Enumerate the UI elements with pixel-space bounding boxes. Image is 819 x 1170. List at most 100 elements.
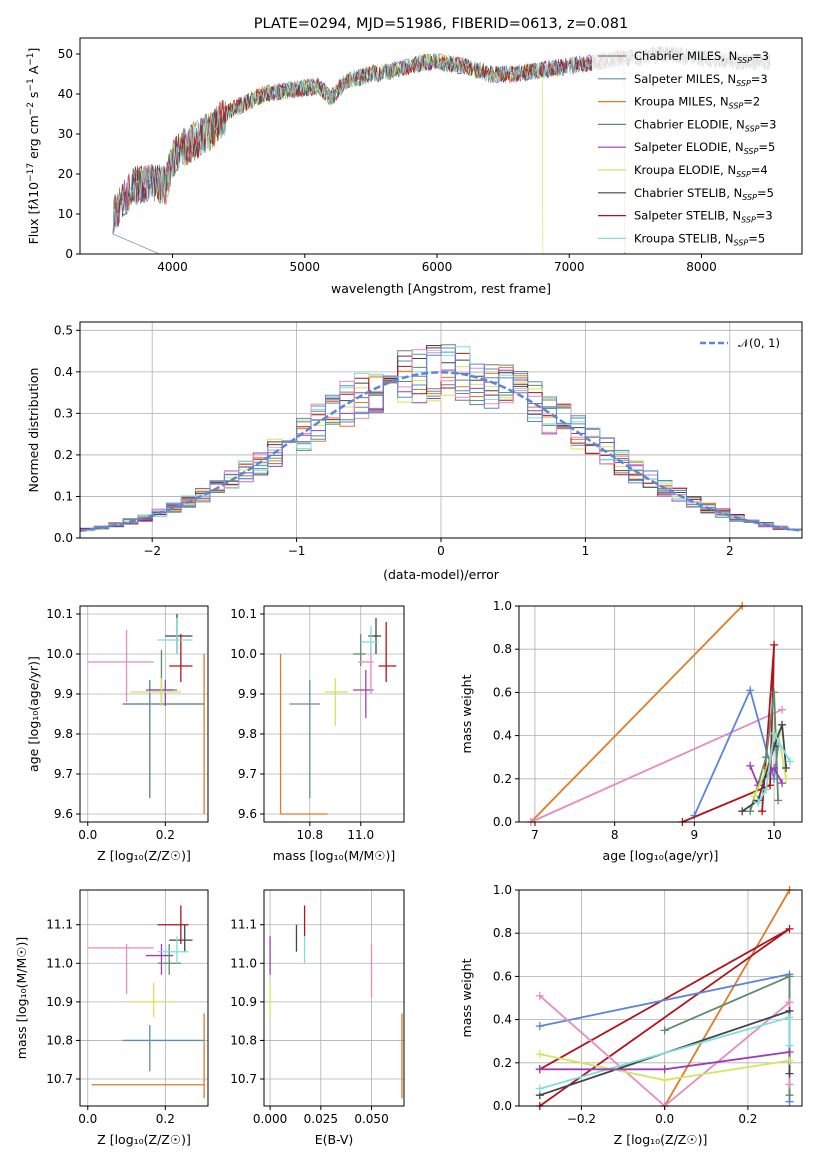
residual-ylabel: Normed distribution [26, 368, 41, 493]
spectrum-ytick-label: 20 [58, 167, 73, 181]
residual-ytick-label: 0.0 [54, 531, 73, 545]
mw-age-series-pink [530, 708, 783, 823]
mw-age-marker-pink [778, 705, 787, 714]
mw-age-marker-normal [746, 686, 755, 695]
residual-histograms [80, 344, 802, 534]
legend-label-c_elodie: Chabrier ELODIE, NSSP=3 [634, 117, 776, 133]
mw-age-ylabel: mass weight [459, 674, 474, 753]
mw-age-ytick-label: 0.0 [493, 815, 512, 829]
mw-z-marker-c_elodie [785, 1091, 794, 1100]
legend-box [592, 42, 797, 252]
mw-z-ytick-label: 0.8 [493, 926, 512, 940]
age-z-ytick-label: 9.9 [54, 687, 73, 701]
age-mass-ytick-label: 9.8 [238, 727, 257, 741]
mw-age-xtick-label: 9 [691, 828, 699, 842]
age-mass-ytick-label: 9.9 [238, 687, 257, 701]
age-z-ytick-label: 9.6 [54, 807, 73, 821]
mass-ebv-xlabel: E(B-V) [315, 1132, 354, 1147]
mw-age-xtick-label: 7 [531, 828, 539, 842]
legend-label-s_elodie: Salpeter ELODIE, NSSP=5 [634, 140, 775, 156]
age-z-ytick-label: 9.7 [54, 767, 73, 781]
spectrum-ytick-label: 0 [65, 247, 73, 261]
mw-z-marker-k_elodie [785, 1056, 794, 1065]
mw-z-xlabel: Z [log₁₀(Z/Z☉)] [614, 1132, 708, 1147]
age-z-frame [79, 605, 209, 823]
legend-label-k_stelib: Kroupa STELIB, NSSP=5 [634, 231, 765, 247]
age-z-ylabel: age [log₁₀(age/yr)] [26, 656, 41, 772]
mw-age-xtick-label: 10 [766, 828, 781, 842]
legend-normal-label: 𝒩(0, 1) [738, 336, 780, 350]
age-mass-xtick-label: 10.8 [296, 828, 323, 842]
mw-age-marker-k_stelib [786, 757, 795, 766]
mass-z-ytick-label: 10.9 [46, 995, 73, 1009]
spectrum-plot: 4000 5000 6000 7000 8000 0 10 20 30 40 50 [58, 37, 803, 274]
spectrum-ytick-label: 40 [58, 87, 73, 101]
mw-z-marker-pink [785, 998, 794, 1007]
spectrum-xtick-label: 6000 [422, 260, 453, 274]
mw-age-frame [518, 605, 803, 823]
mass-z-xlabel: Z [log₁₀(Z/Z☉)] [97, 1132, 191, 1147]
mass-z-ylabel: mass [log₁₀(M/M☉)] [14, 937, 29, 1059]
mw-age-series-s_elodie [749, 765, 783, 787]
legend-label-s_miles: Salpeter MILES, NSSP=3 [634, 72, 768, 88]
mw-z-ytick-label: 1.0 [493, 883, 512, 897]
spectrum-legend: Chabrier MILES, NSSP=3 Salpeter MILES, NS… [592, 42, 797, 252]
age-mass-ytick-label: 10.1 [230, 607, 257, 621]
spectrum-xtick-label: 4000 [157, 260, 188, 274]
mw-z-marker-c_stelib [785, 1069, 794, 1078]
mw-age-series-k_miles [530, 605, 743, 823]
mass-ebv-xtick-label: 0.025 [304, 1112, 338, 1126]
age-mass-ytick-label: 9.6 [238, 807, 257, 821]
mw-age-ytick-label: 0.6 [493, 685, 512, 699]
legend-label-c_miles: Chabrier MILES, NSSP=3 [634, 49, 769, 65]
spectrum-xtick-label: 5000 [290, 260, 321, 274]
mw-age-marker-c_elodie [770, 688, 779, 697]
mw-z-xtick-label: 0.2 [738, 1112, 757, 1126]
mass-z-ytick-label: 10.8 [46, 1033, 73, 1047]
mw-age-marker-c_elodie [762, 753, 771, 762]
spectrum-xtick-label: 7000 [554, 260, 585, 274]
mw-age-ytick-label: 0.4 [493, 729, 512, 743]
mw-z-marker-normal [535, 1022, 544, 1031]
mass-ebv-ytick-label: 10.9 [230, 995, 257, 1009]
mass-ebv-xtick-label: 0.050 [354, 1112, 388, 1126]
residual-legend: 𝒩(0, 1) [700, 336, 780, 350]
mass-ebv-ytick-label: 11.0 [230, 956, 257, 970]
residual-ytick-label: 0.2 [54, 448, 73, 462]
residual-xtick-label: −1 [288, 544, 306, 558]
residual-ytick-label: 0.3 [54, 406, 73, 420]
mw-age-marker-k_stelib [762, 785, 771, 794]
residual-ytick-label: 0.4 [54, 365, 73, 379]
age-z-ytick-label: 9.8 [54, 727, 73, 741]
legend-label-k_elodie: Kroupa ELODIE, NSSP=4 [634, 163, 768, 179]
mw-z-marker-c_elodie [785, 972, 794, 981]
mass-z-frame [79, 889, 209, 1107]
spectrum-xlabel: wavelength [Angstrom, rest frame] [331, 281, 551, 296]
mw-age-marker-k_elodie [750, 792, 759, 801]
mw-age-marker-k_stelib [754, 798, 763, 807]
mw-z-marker-s_elodie [535, 1065, 544, 1074]
age-z-ytick-label: 10.1 [46, 607, 73, 621]
mw-z-marker-pink [535, 991, 544, 1000]
spectrum-title: PLATE=0294, MJD=51986, FIBERID=0613, z=0… [254, 16, 628, 32]
mass-vs-metallicity-panel: 0.0 0.2 10.7 10.8 10.9 11.0 11.1 Z [log₁₀(Z/Z☉)… [14, 889, 209, 1147]
age-vs-metallicity-panel: 0.0 0.2 9.6 9.7 9.8 9.9 10.0 10.1 Z [log₁₀(Z/Z☉)… [26, 605, 209, 863]
spectrum-ytick-label: 30 [58, 127, 73, 141]
mw-z-ylabel: mass weight [459, 958, 474, 1037]
mw-age-marker-s_stelib [758, 807, 767, 816]
mw-z-marker-k_stelib [785, 1013, 794, 1022]
spectrum-ylabel: Flux [fλ10−17 erg cm−2 s−1 A−1] [26, 48, 41, 245]
massweight-vs-age-panel: 7 8 9 10 0.0 0.2 0.4 0.6 0.8 1.0 age [log₁₀(age/yr… [459, 599, 803, 863]
mw-z-series-k_miles [663, 889, 791, 1107]
residual-panel: −2 −1 0 1 2 0.0 0.1 0.2 0.3 0.4 0.5 (data-model)/e… [26, 321, 803, 582]
age-mass-frame [263, 605, 405, 823]
age-mass-ytick-label: 10.0 [230, 647, 257, 661]
massweight-vs-metallicity-panel: −0.2 0.0 0.2 0.0 0.2 0.4 0.6 0.8 1.0 Z [log₁₀(Z/Z… [459, 883, 803, 1147]
spectrum-xtick-label: 8000 [686, 260, 717, 274]
age-z-xtick-label: 0.0 [78, 828, 97, 842]
legend-label-c_stelib: Chabrier STELIB, NSSP=5 [634, 186, 774, 202]
mw-age-marker-c_stelib [782, 764, 791, 772]
mw-age-marker-k_elodie [782, 774, 791, 783]
age-mass-xlabel: mass [log₁₀(M/M☉)] [273, 848, 395, 863]
mw-age-marker-c_stelib [778, 720, 787, 729]
